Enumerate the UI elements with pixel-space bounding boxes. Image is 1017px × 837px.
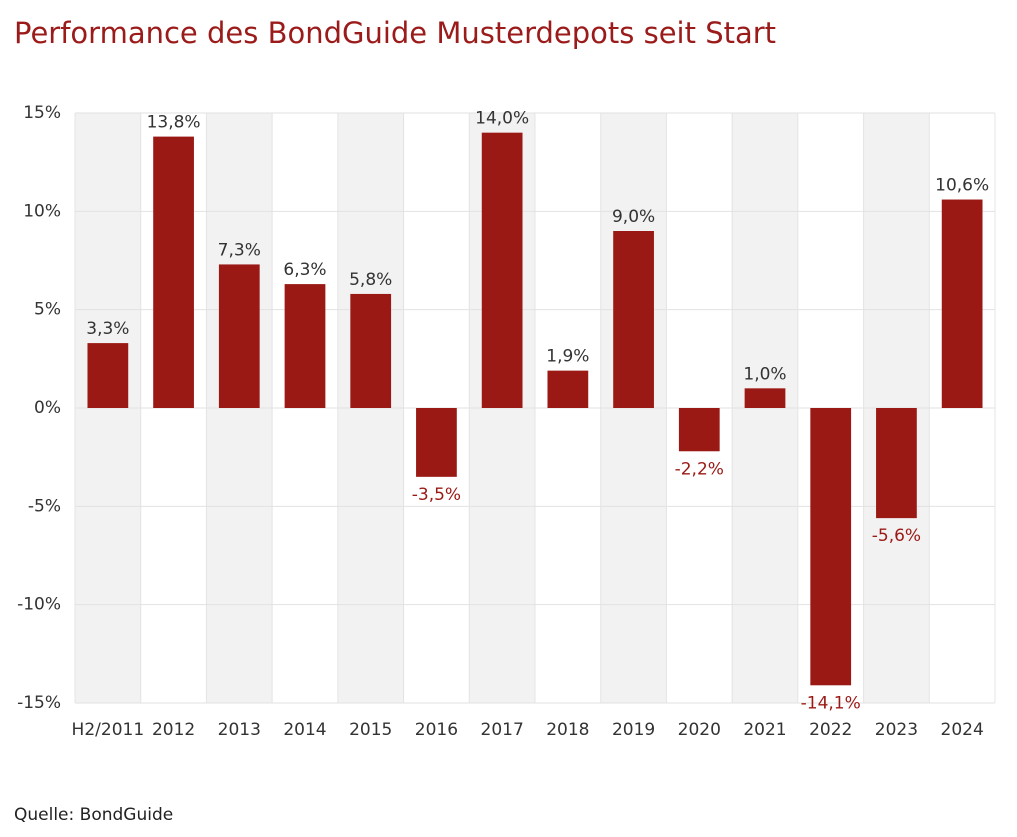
value-label: 1,0% xyxy=(743,364,786,384)
value-label: 9,0% xyxy=(612,207,655,227)
value-label: 10,6% xyxy=(935,176,989,196)
x-tick-label: 2020 xyxy=(678,720,721,740)
bar xyxy=(218,264,260,408)
bar xyxy=(613,231,654,408)
bar xyxy=(744,388,786,408)
y-tick-label: 0% xyxy=(34,398,61,418)
value-label: 1,9% xyxy=(546,347,589,367)
y-tick-label: -5% xyxy=(28,496,61,516)
value-label: -2,2% xyxy=(675,459,724,479)
bar xyxy=(810,408,852,686)
x-tick-label: 2019 xyxy=(612,720,655,740)
bar xyxy=(547,370,589,408)
y-tick-label: -10% xyxy=(17,595,61,615)
value-label: -3,5% xyxy=(412,485,461,505)
x-tick-label: 2024 xyxy=(941,720,984,740)
y-tick-label: -15% xyxy=(17,693,61,713)
value-label: 7,3% xyxy=(218,240,261,260)
x-tick-label: 2022 xyxy=(809,720,852,740)
x-tick-label: 2015 xyxy=(349,720,392,740)
bar xyxy=(481,132,523,408)
bar xyxy=(350,293,392,408)
chart-title: Performance des BondGuide Musterdepots s… xyxy=(14,16,776,50)
source: Quelle: BondGuide xyxy=(14,805,173,825)
bar xyxy=(87,343,129,408)
y-tick-label: 15% xyxy=(23,103,61,123)
value-label: 5,8% xyxy=(349,270,392,290)
x-tick-label: 2021 xyxy=(743,720,786,740)
bar xyxy=(678,408,720,452)
bar xyxy=(284,284,326,408)
bar xyxy=(153,136,194,408)
x-tick-label: 2018 xyxy=(546,720,589,740)
x-tick-label: 2014 xyxy=(283,720,326,740)
value-label: 14,0% xyxy=(475,109,529,129)
bar xyxy=(876,408,917,519)
bar xyxy=(416,408,457,477)
x-tick-label: H2/2011 xyxy=(72,720,145,740)
value-label: 3,3% xyxy=(86,319,129,339)
x-tick-label: 2017 xyxy=(481,720,524,740)
x-tick-label: 2013 xyxy=(218,720,261,740)
x-tick-label: 2023 xyxy=(875,720,918,740)
value-label: 6,3% xyxy=(283,260,326,280)
value-label: -14,1% xyxy=(801,693,861,713)
y-tick-label: 10% xyxy=(23,201,61,221)
value-label: -5,6% xyxy=(872,526,921,546)
y-tick-label: 5% xyxy=(34,300,61,320)
x-tick-label: 2012 xyxy=(152,720,195,740)
value-label: 13,8% xyxy=(147,113,201,133)
x-tick-label: 2016 xyxy=(415,720,458,740)
bar xyxy=(941,199,983,408)
